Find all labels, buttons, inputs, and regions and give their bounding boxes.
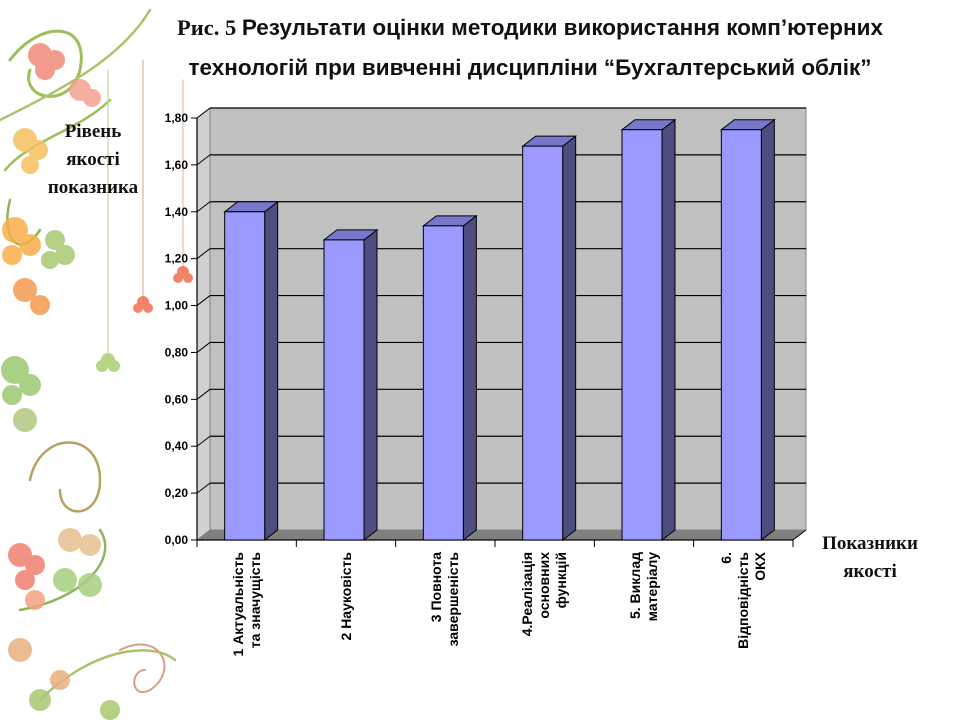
floral-decoration [0,8,193,720]
x-category-label: 6. Відповідність ОКХ [718,552,769,712]
y-tick-label: 0,40 [165,439,189,453]
back-wall [209,107,807,531]
x-category-label: 4.Реалізація основних функцій [519,552,570,712]
bar-front [621,129,663,541]
y-tick-label: 1,40 [165,205,189,219]
y-tick-label: 1,20 [165,252,189,266]
title-line-1: Результати оцінки методики використання … [241,15,883,40]
figure-number: Рис. 5 [177,15,242,40]
bar-front [422,225,464,541]
x-category-label: 5. Виклад матеріалу [627,552,661,712]
y-axis-title-line: Рівень [64,121,122,142]
x-category-label-line: 4.Реалізація [519,552,536,637]
x-category-label-line: та значущість [246,552,263,649]
x-category-label: 2 Науковість [338,552,355,712]
y-tick-label: 0,00 [165,533,189,547]
bar-4 [521,135,578,542]
x-category-label-line: ОКХ [751,552,768,581]
y-tick-label: 1,80 [165,111,189,125]
x-category-label-line: завершеність [445,552,462,647]
bar-3 [421,214,478,542]
bar-side [264,200,279,542]
x-category-label-line: функцій [553,552,570,609]
gridline-diagonal [196,388,211,400]
y-tick-label: 1,00 [165,299,189,313]
bar-6 [719,118,776,542]
x-category-label-line: матеріалу [644,552,660,622]
bar-side [363,228,378,542]
y-axis-title-line: показника [47,177,139,198]
x-category-label-line: 3 Повнота [428,552,445,623]
y-axis-title: Рівень якості показника [32,118,154,202]
bar-side [661,118,676,542]
x-category-label-line: 6. [717,552,734,564]
y-tick-label: 0,80 [165,345,189,359]
x-category-label-line: основних [536,552,553,619]
x-axis-title-line: якості [843,561,897,582]
y-tick-label: 0,20 [165,486,189,500]
gridline-diagonal [196,154,211,166]
gridline-diagonal [196,107,211,119]
x-category-label-line: 5. Виклад [627,552,643,620]
x-category-label: 1 Актуальність та значущість [230,552,264,712]
bar-5 [620,118,677,542]
bar-2 [322,228,379,542]
bar-front [323,239,365,541]
x-axis-title-line: Показники [822,533,918,554]
x-category-label-line: Відповідність [734,552,751,649]
gridline-diagonal [196,342,211,353]
bar-1 [223,200,280,542]
x-category-label-line: 1 Актуальність [229,552,246,657]
gridline-diagonal [196,201,211,213]
chart-title: Рис. 5 Результати оцінки методики викори… [100,8,960,88]
gridline-diagonal [196,248,211,260]
floor-edge [792,529,807,541]
bar-side [760,118,775,542]
x-category-label: 3 Повнота завершеність [428,552,462,712]
x-axis-title: Показники якості [805,530,935,586]
gridline-diagonal [196,295,211,306]
gridline-diagonal [196,482,211,494]
side-wall [196,106,211,542]
bar-side [462,214,477,542]
y-axis-title-line: якості [66,149,120,170]
x-category-label-line: 2 Науковість [337,552,354,641]
bar-front [224,211,266,541]
floor [197,530,806,540]
y-tick-label: 1,60 [165,158,189,172]
y-tick-label: 0,60 [165,392,189,406]
gridline-diagonal [196,435,211,447]
bar-side [562,135,577,542]
title-line-2: технологій при вивченні дисципліни “Бухг… [188,55,872,80]
bar-front [720,129,762,541]
bar-front [522,145,564,541]
